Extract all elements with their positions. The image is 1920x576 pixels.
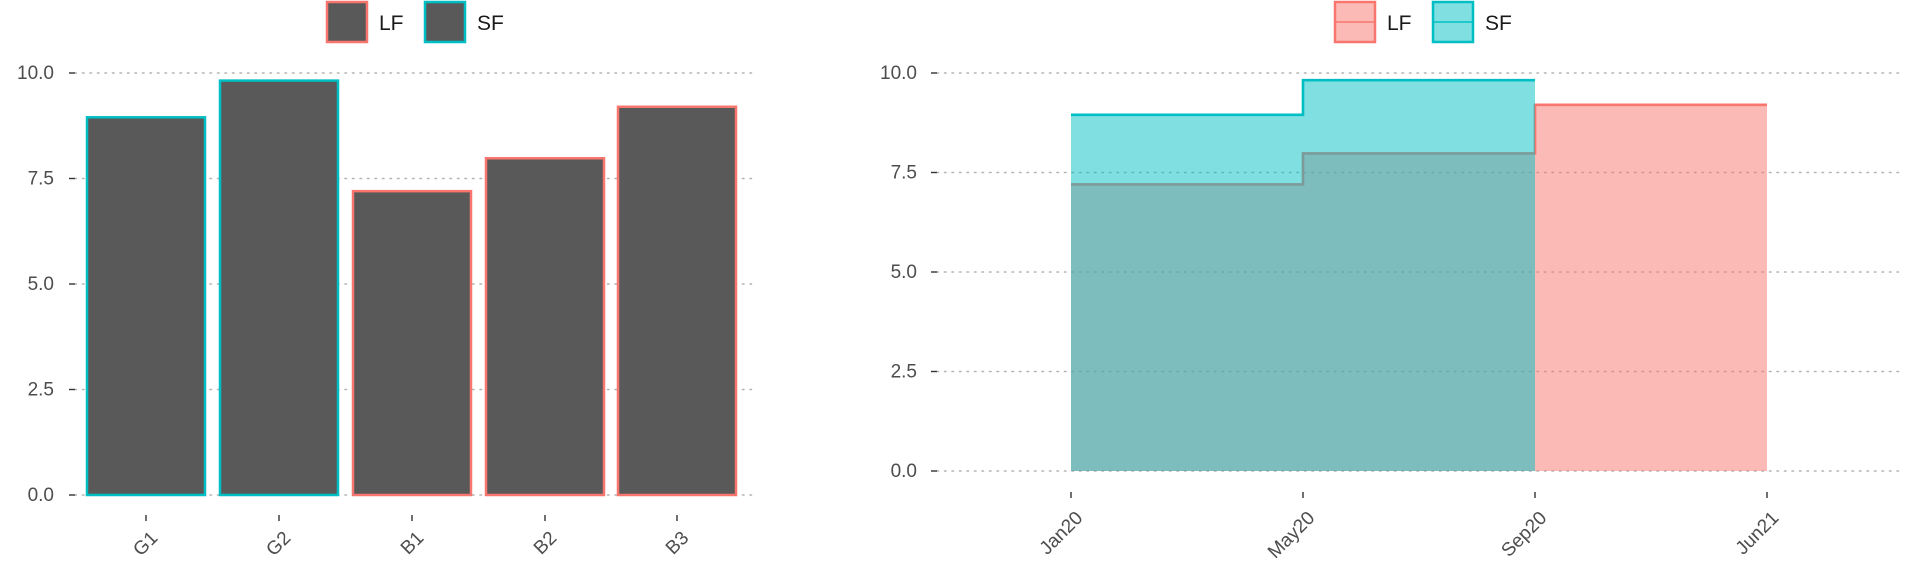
bar-y-tick-label: 5.0	[28, 274, 54, 295]
area-line-sf	[1071, 78, 1535, 117]
bar-y-tick-label: 0.0	[28, 485, 54, 506]
bar-legend-key-sf	[423, 0, 467, 44]
area-y-tick-label: 10.0	[880, 63, 917, 84]
area-legend-label-lf: LF	[1387, 12, 1412, 35]
bar-x-tick-label-b3: B3	[662, 528, 693, 559]
area-fill-sf	[1071, 80, 1535, 471]
bar-b2	[484, 156, 606, 497]
bar-y-tick-label: 10.0	[17, 63, 54, 84]
area-y-tick-label: 2.5	[891, 362, 917, 383]
bar-legend-item-sf: SF	[423, 0, 504, 44]
bar-legend-key-lf	[325, 0, 369, 44]
bar-y-tick-label: 2.5	[28, 380, 54, 401]
area-legend-label-sf: SF	[1485, 12, 1512, 35]
area-legend-item-sf: SF	[1431, 0, 1512, 44]
bar-x-tick-label-b2: B2	[530, 528, 561, 559]
area-x-tick-label-may20: May20	[1264, 508, 1319, 563]
area-x-tick-label-jun21: Jun21	[1732, 508, 1783, 559]
bar-x-tick-label-g2: G2	[262, 528, 295, 561]
bar-legend-label-sf: SF	[477, 12, 504, 35]
bar-x-tick-label-g1: G1	[129, 528, 162, 561]
area-legend-item-lf: LF	[1333, 0, 1412, 44]
area-y-tick-label: 5.0	[891, 262, 917, 283]
bar-legend-item-lf: LF	[325, 0, 404, 44]
bar-b3	[616, 105, 738, 497]
area-y-tick-label: 7.5	[891, 163, 917, 184]
area-x-tick-label-jan20: Jan20	[1036, 508, 1087, 559]
bar-legend-label-lf: LF	[379, 12, 404, 35]
bar-y-tick-label: 7.5	[28, 169, 54, 190]
bar-g2	[218, 79, 340, 497]
bar-b1	[351, 189, 473, 497]
bar-x-tick-label-b1: B1	[397, 528, 428, 559]
bar-g1	[85, 116, 207, 497]
area-y-tick-label: 0.0	[891, 461, 917, 482]
area-x-tick-label-sep20: Sep20	[1498, 508, 1552, 562]
